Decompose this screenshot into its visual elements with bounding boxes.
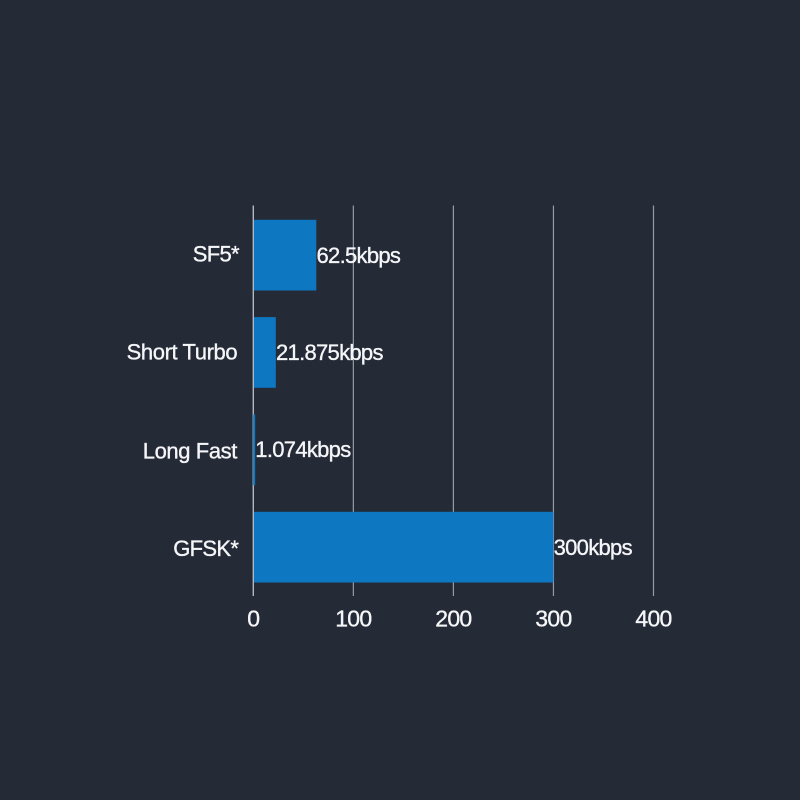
svg-text:400: 400 [635,606,671,632]
svg-text:SF5*: SF5* [193,242,240,267]
svg-text:Long Fast: Long Fast [143,438,238,463]
svg-text:300kbps: 300kbps [554,535,633,560]
svg-text:21.875kbps: 21.875kbps [276,340,383,365]
svg-text:100: 100 [335,606,371,632]
svg-text:200: 200 [435,606,471,632]
svg-text:300: 300 [535,606,571,632]
svg-text:Short Turbo: Short Turbo [127,339,238,364]
svg-text:0: 0 [247,606,259,632]
svg-text:62.5kbps: 62.5kbps [317,243,401,268]
svg-text:1.074kbps: 1.074kbps [255,437,351,462]
svg-text:GFSK*: GFSK* [173,536,239,561]
